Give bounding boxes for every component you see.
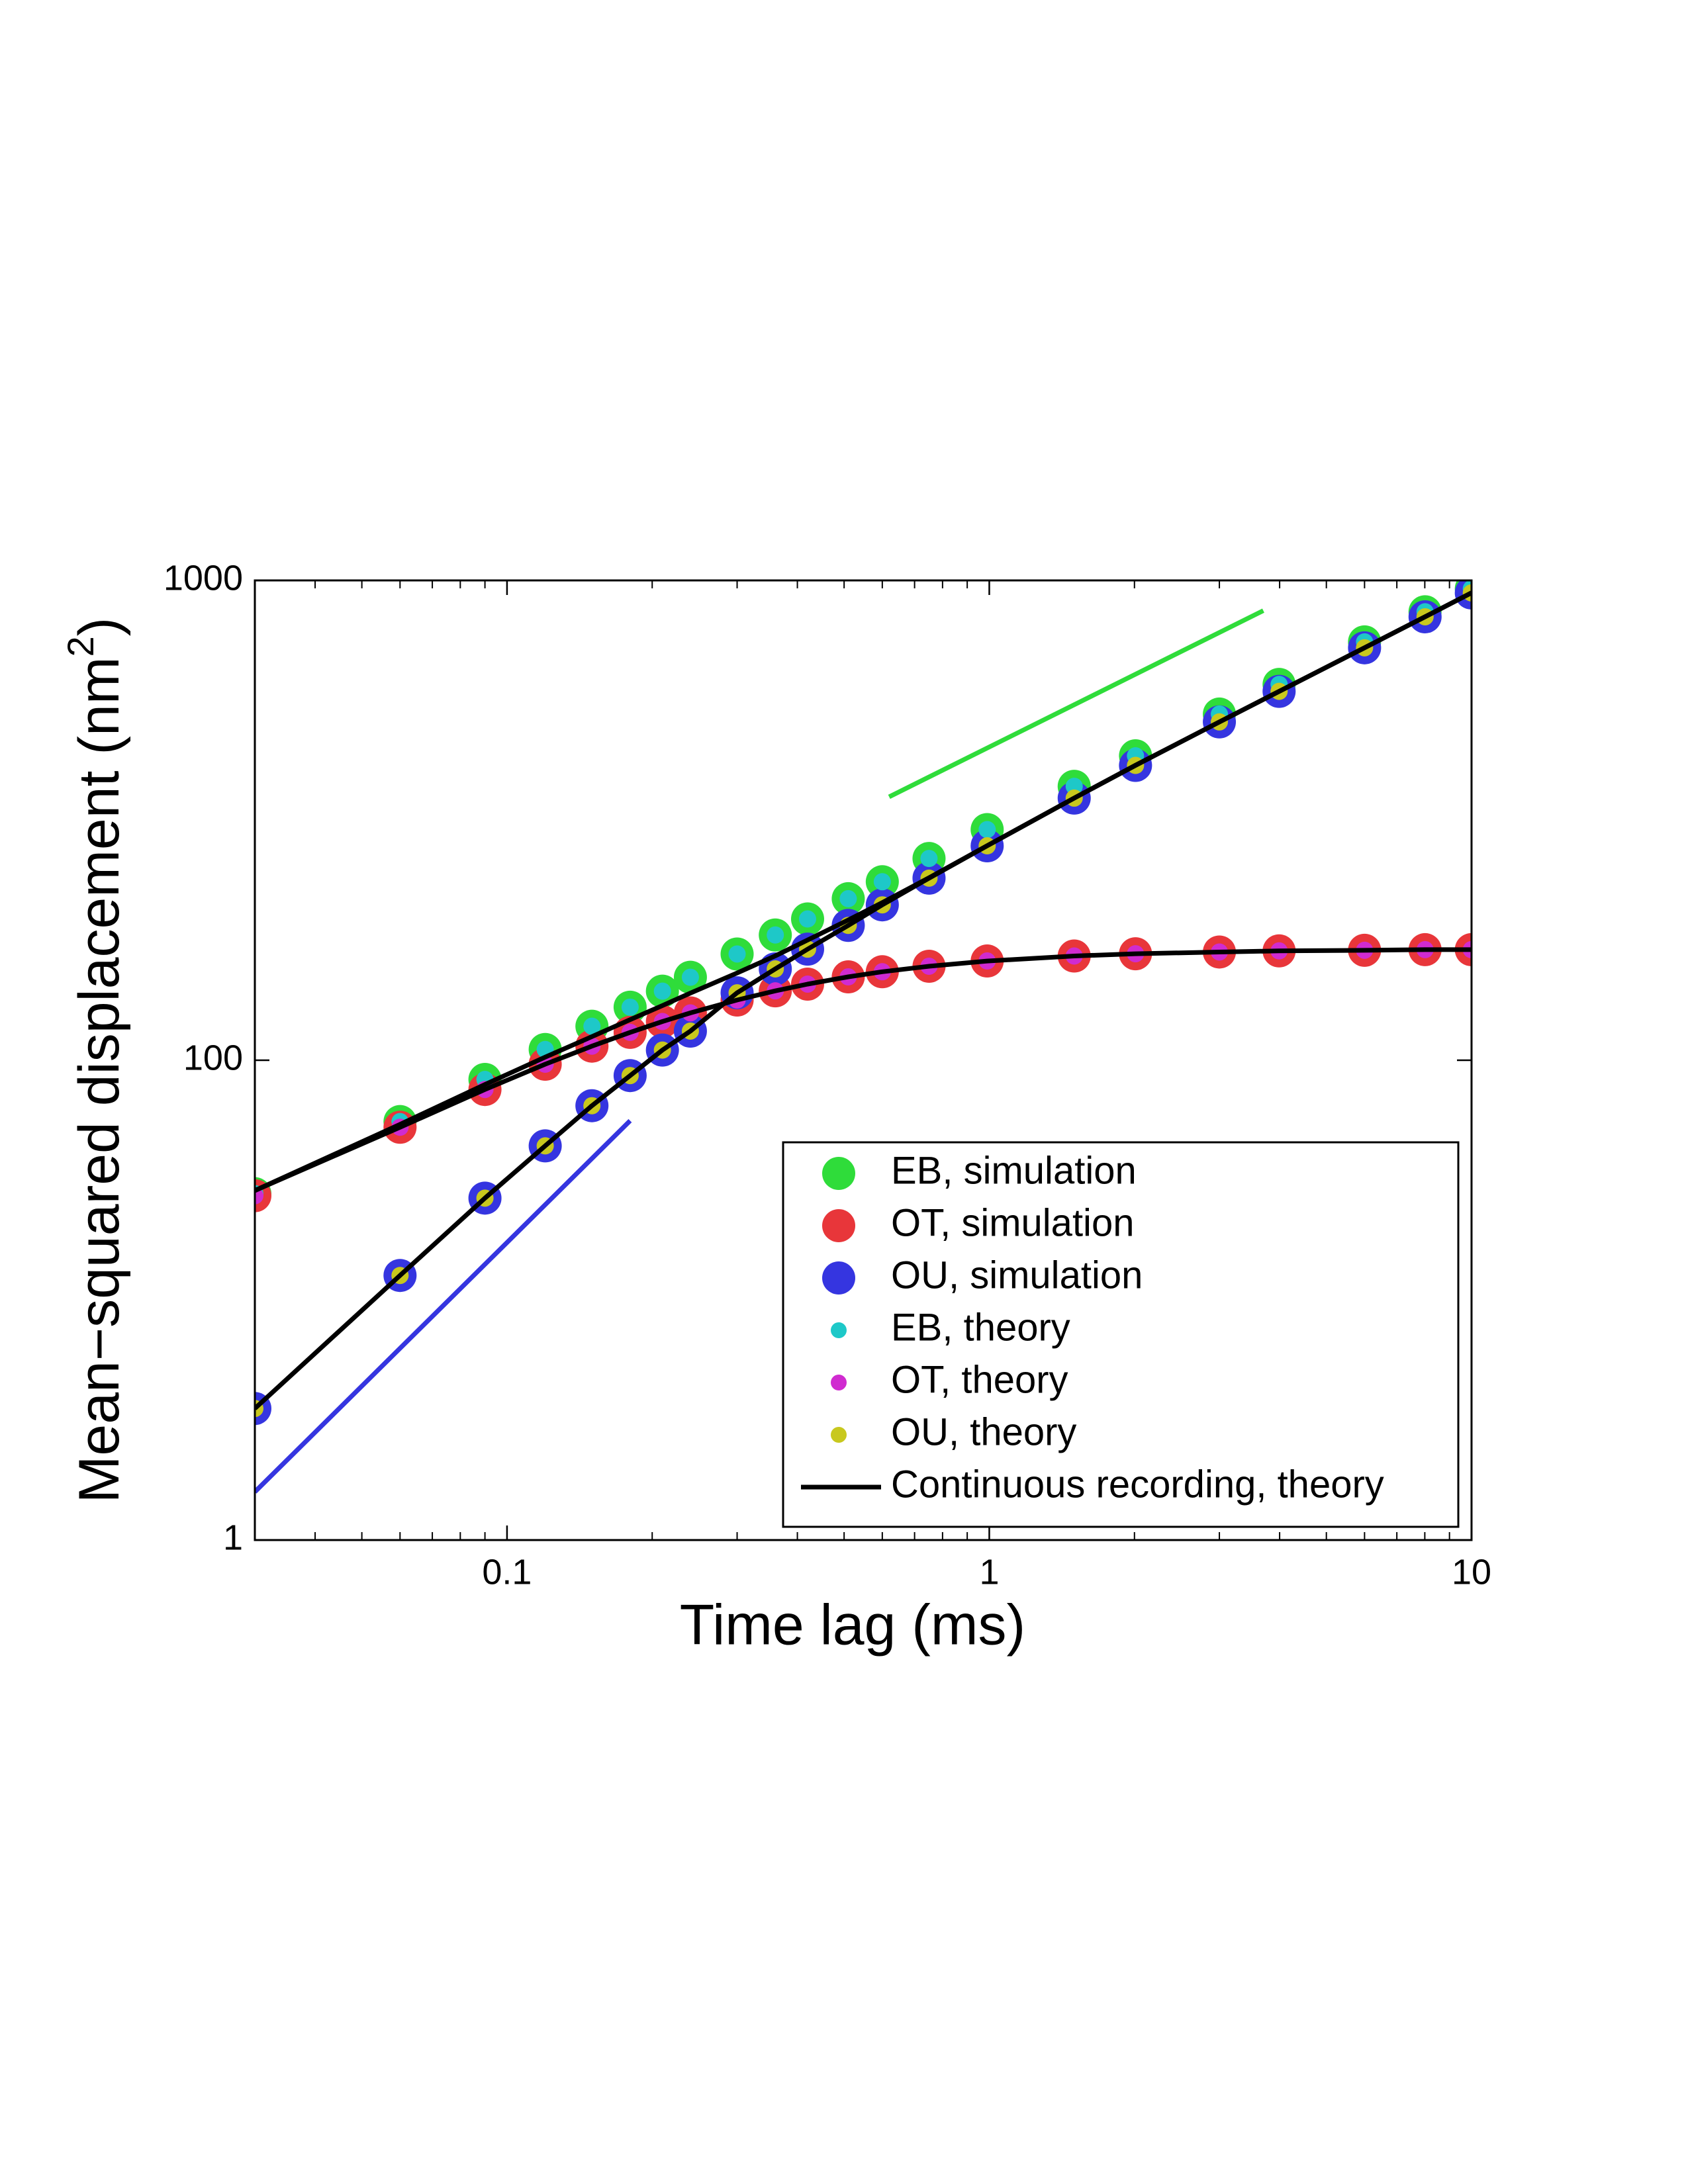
x-axis-label: Time lag (ms) <box>680 1594 1025 1657</box>
legend-label: OT, theory <box>891 1358 1068 1401</box>
y-axis-label: Mean−squared displacement (nm2) <box>60 617 131 1504</box>
legend-box <box>782 1141 1460 1528</box>
theory-line <box>255 947 1472 1193</box>
legend-marker <box>831 1375 847 1390</box>
legend-label: Continuous recording, theory <box>891 1463 1384 1506</box>
y-axis-label-sup: 2 <box>60 636 101 657</box>
legend-marker <box>831 1427 847 1443</box>
reference-slope-line <box>888 608 1264 799</box>
legend-label: EB, simulation <box>891 1149 1137 1192</box>
legend-label: EB, theory <box>891 1306 1070 1349</box>
legend-marker <box>822 1157 855 1190</box>
axes-frame <box>254 579 1473 1541</box>
legend-marker <box>822 1261 855 1295</box>
x-tick-label: 0.1 <box>482 1552 532 1592</box>
legend-marker <box>831 1322 847 1338</box>
theory-marker <box>728 945 746 963</box>
plot-area <box>255 580 1472 1494</box>
theory-marker <box>583 1017 601 1035</box>
theory-marker <box>681 968 699 986</box>
reference-slope-line <box>255 1118 632 1494</box>
legend-marker <box>822 1209 855 1242</box>
y-axis-label-end: ) <box>68 617 131 637</box>
theory-marker <box>839 889 857 907</box>
x-tick-label: 1 <box>979 1552 999 1592</box>
y-tick-label: 1 <box>223 1518 243 1557</box>
theory-marker <box>767 926 784 944</box>
theory-marker <box>798 910 816 928</box>
theory-marker <box>1065 778 1083 796</box>
theory-marker <box>873 873 891 891</box>
theory-marker <box>920 850 938 868</box>
y-axis-label-main: Mean−squared displacement (nm <box>68 657 131 1504</box>
y-tick-label: 100 <box>183 1038 243 1077</box>
y-tick-label: 1000 <box>164 558 243 598</box>
theory-marker <box>621 998 639 1016</box>
x-tick-label: 10 <box>1452 1552 1491 1592</box>
theory-marker <box>653 982 671 1000</box>
legend-label: OU, simulation <box>891 1253 1143 1297</box>
legend-label: OU, theory <box>891 1410 1076 1453</box>
theory-line <box>255 590 1472 1410</box>
legend-label: OT, simulation <box>891 1201 1134 1244</box>
theory-marker <box>978 821 996 839</box>
